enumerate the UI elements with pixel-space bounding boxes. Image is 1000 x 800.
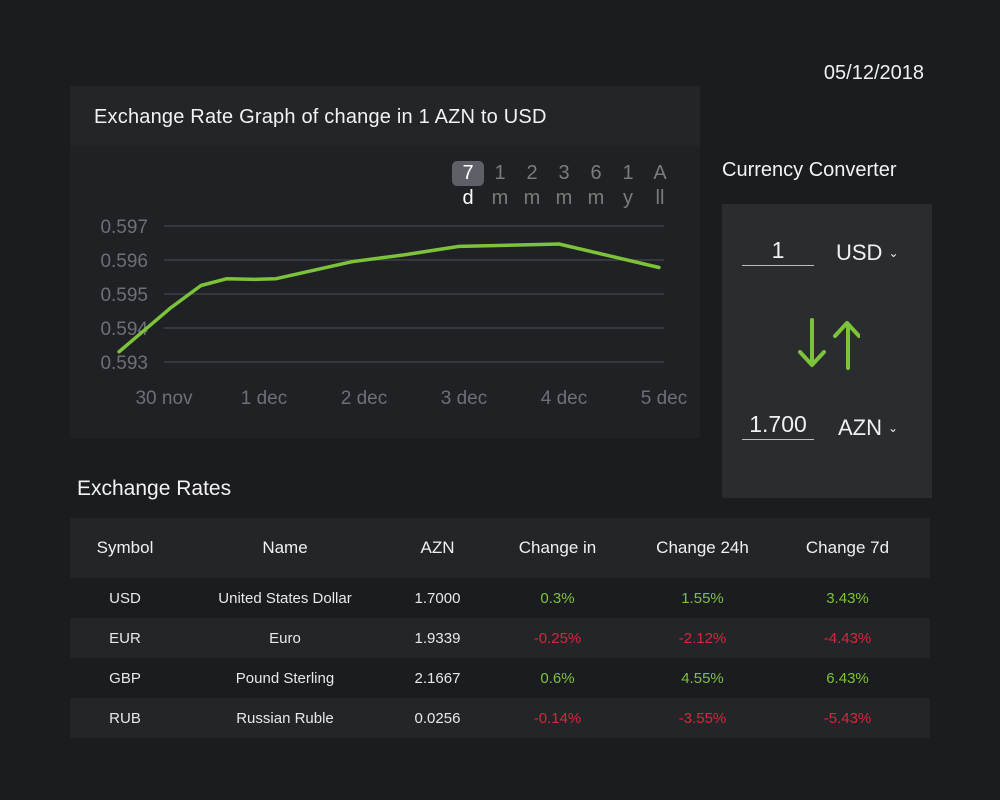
x-tick-label: 3 dec xyxy=(441,388,487,409)
cell-change-24h: -3.55% xyxy=(678,709,727,727)
y-tick-label: 0.593 xyxy=(100,353,148,374)
range-button-number: 3 xyxy=(558,162,570,184)
converter-title: Currency Converter xyxy=(722,159,897,181)
range-button-number: 1 xyxy=(622,162,634,184)
cell-name: Russian Ruble xyxy=(236,709,334,727)
cell-symbol: USD xyxy=(109,589,141,607)
table-row[interactable]: EUR Euro 1.9339 -0.25% -2.12% -4.43% xyxy=(70,618,930,658)
chevron-down-icon: ⌄ xyxy=(888,421,899,435)
range-button-unit: y xyxy=(623,187,633,209)
cell-azn: 1.9339 xyxy=(414,629,461,647)
exchange-rates-title: Exchange Rates xyxy=(77,477,232,500)
to-amount-input[interactable] xyxy=(742,409,814,440)
cell-symbol: EUR xyxy=(109,629,141,647)
range-button-unit: m xyxy=(555,187,573,209)
cell-azn: 1.7000 xyxy=(414,589,461,607)
exchange-rate-chart: 0.597 0.596 0.595 0.594 0.593 30 nov 1 dec 2 de… xyxy=(100,217,687,409)
currency-converter-card: USD ⌄ AZN ⌄ xyxy=(722,204,932,498)
range-button-number: A xyxy=(653,162,667,184)
x-tick-label: 2 dec xyxy=(341,388,387,409)
column-header[interactable]: Name xyxy=(262,538,308,557)
cell-change-24h: 1.55% xyxy=(681,589,724,607)
range-button-number: 7 xyxy=(452,161,484,186)
y-tick-label: 0.597 xyxy=(100,217,148,238)
cell-name: Euro xyxy=(269,629,301,647)
from-currency-select[interactable]: USD ⌄ xyxy=(836,240,899,266)
cell-symbol: GBP xyxy=(109,669,141,687)
cell-azn: 2.1667 xyxy=(414,669,461,687)
column-header[interactable]: Change 7d xyxy=(805,538,890,557)
range-button-unit: m xyxy=(491,187,509,209)
column-header[interactable]: Change 24h xyxy=(656,538,749,557)
cell-azn: 0.0256 xyxy=(414,709,461,727)
column-header[interactable]: AZN xyxy=(420,538,455,557)
x-tick-label: 30 nov xyxy=(135,388,193,409)
y-tick-label: 0.594 xyxy=(100,319,148,340)
range-button-number: 2 xyxy=(526,162,538,184)
exchange-rates-table: Symbol Name AZN Change in Change 24h Change 7… xyxy=(70,518,930,738)
range-button-number: 1 xyxy=(494,162,506,184)
table-row[interactable]: USD United States Dollar 1.7000 0.3% 1.55% 3.… xyxy=(70,578,930,618)
range-button-unit: m xyxy=(587,187,605,209)
column-header[interactable]: Symbol xyxy=(96,538,154,557)
from-currency-label: USD xyxy=(836,240,883,265)
cell-change: -0.25% xyxy=(533,629,582,647)
cell-change-24h: 4.55% xyxy=(681,669,724,687)
y-tick-label: 0.595 xyxy=(100,285,148,306)
cell-symbol: RUB xyxy=(109,709,141,727)
x-tick-label: 1 dec xyxy=(241,388,287,409)
to-currency-label: AZN xyxy=(838,415,882,440)
series-line xyxy=(117,242,661,354)
cell-change-7d: -4.43% xyxy=(823,629,872,647)
cell-change: 0.6% xyxy=(540,669,575,687)
range-button-unit: ll xyxy=(655,187,665,209)
table-header-row: Symbol Name AZN Change in Change 24h Change 7… xyxy=(70,518,930,578)
cell-change: -0.14% xyxy=(533,709,582,727)
exchange-rate-graph-card: Exchange Rate Graph of change in 1 AZN t… xyxy=(70,86,700,438)
x-tick-label: 4 dec xyxy=(541,388,587,409)
graph-area: 0.597 0.596 0.595 0.594 0.593 30 nov 1 dec 2 de… xyxy=(70,146,700,438)
cell-change: 0.3% xyxy=(540,589,575,607)
table-row[interactable]: GBP Pound Sterling 2.1667 0.6% 4.55% 6.43% xyxy=(70,658,930,698)
cell-change-24h: -2.12% xyxy=(678,629,727,647)
cell-name: Pound Sterling xyxy=(235,669,335,687)
range-button-unit: d xyxy=(462,187,474,209)
from-amount-input[interactable] xyxy=(742,235,814,266)
y-tick-label: 0.596 xyxy=(100,251,148,272)
x-tick-label: 5 dec xyxy=(641,388,687,409)
column-header[interactable]: Change in xyxy=(518,538,597,557)
cell-name: United States Dollar xyxy=(218,589,352,607)
range-button-number: 6 xyxy=(590,162,602,184)
table-row[interactable]: RUB Russian Ruble 0.0256 -0.14% -3.55% -5.43% xyxy=(70,698,930,738)
current-date: 05/12/2018 xyxy=(823,62,924,84)
to-currency-select[interactable]: AZN ⌄ xyxy=(838,415,898,441)
graph-title: Exchange Rate Graph of change in 1 AZN t… xyxy=(94,106,547,128)
chevron-down-icon: ⌄ xyxy=(888,246,899,260)
range-button-unit: m xyxy=(523,187,541,209)
cell-change-7d: 3.43% xyxy=(826,589,869,607)
cell-change-7d: -5.43% xyxy=(823,709,872,727)
cell-change-7d: 6.43% xyxy=(826,669,869,687)
swap-arrows-icon[interactable] xyxy=(796,316,860,372)
